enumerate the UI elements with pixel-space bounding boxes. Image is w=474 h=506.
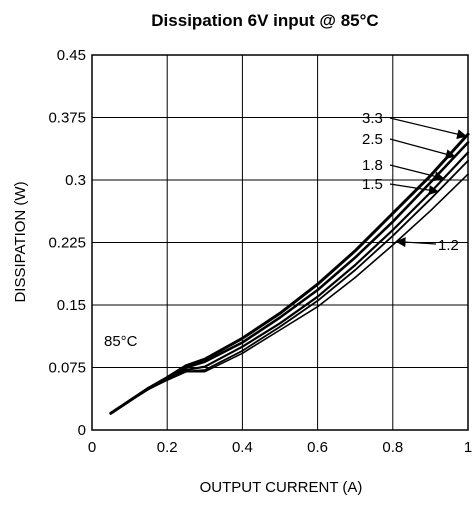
series-line-1-2 [110, 173, 469, 415]
series-label-2-5: 2.5 [362, 131, 383, 148]
label-arrow-1-8 [389, 164, 445, 182]
x-tick-label: 1 [464, 439, 472, 456]
series-layer [109, 132, 470, 415]
series-label-3-3: 3.3 [362, 110, 383, 127]
label-arrow-1-2 [395, 237, 437, 248]
x-tick-label: 0.6 [307, 439, 328, 456]
label-arrow-2-5 [389, 138, 456, 159]
y-tick-label: 0.375 [48, 110, 86, 127]
x-tick-label: 0 [88, 439, 96, 456]
y-tick-label: 0.3 [65, 172, 86, 189]
chart-title: Dissipation 6V input @ 85°C [151, 11, 378, 30]
grid-layer [91, 54, 469, 431]
series-line-3-3 [109, 132, 470, 415]
y-tick-label: 0.225 [48, 235, 86, 252]
series-line-2-5 [109, 141, 470, 415]
label-arrow-1-5 [389, 183, 439, 196]
x-tick-label: 0.2 [157, 439, 178, 456]
label-arrow-3-3 [389, 117, 468, 140]
arrow-layer [389, 117, 468, 248]
y-tick-label: 0.075 [48, 360, 86, 377]
x-tick-label: 0.8 [382, 439, 403, 456]
tick-layer: 0 0.2 0.4 0.6 0.8 1 0 0.075 0.15 0.225 0.3 0.375 0.4… [48, 47, 472, 456]
y-tick-label: 0.45 [57, 47, 86, 64]
series-label-1-2: 1.2 [438, 237, 459, 254]
y-tick-label: 0.15 [57, 297, 86, 314]
x-axis-label: OUTPUT CURRENT (A) [200, 479, 363, 496]
series-label-1-5: 1.5 [362, 176, 383, 193]
y-tick-label: 0 [78, 422, 86, 439]
series-label-1-8: 1.8 [362, 157, 383, 174]
temperature-annotation: 85°C [104, 333, 138, 350]
y-axis-label: DISSIPATION (W) [12, 181, 29, 302]
x-tick-label: 0.4 [232, 439, 253, 456]
